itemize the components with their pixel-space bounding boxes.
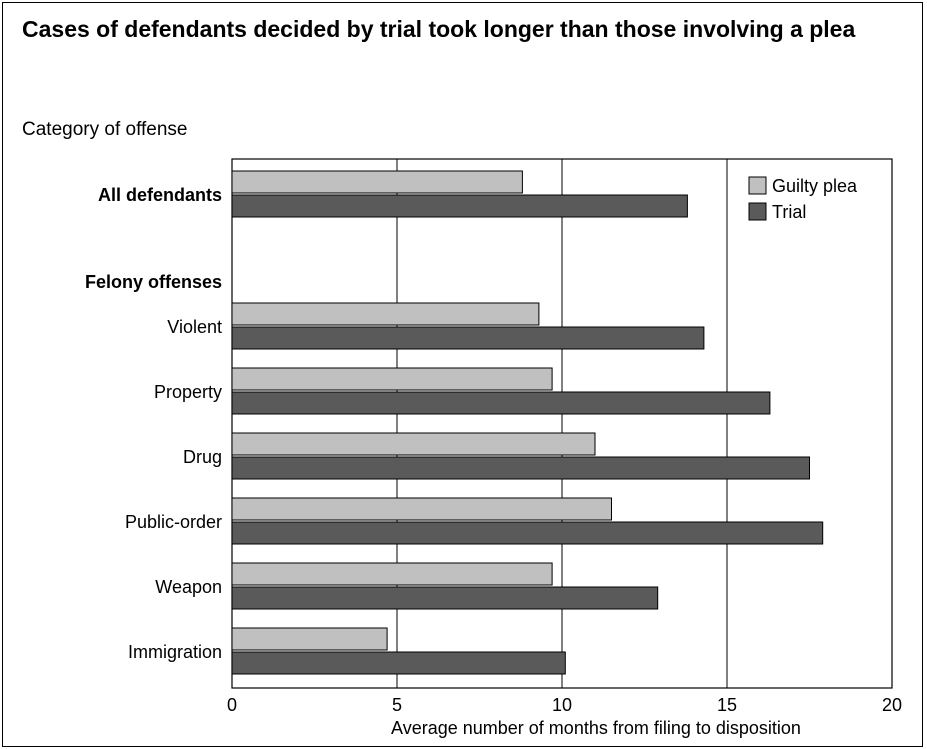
y-axis-caption: Category of offense [22, 119, 188, 140]
x-axis-ticks: 0 5 10 15 20 [227, 695, 902, 715]
bar-guilty-plea-violent [231, 302, 540, 326]
bar-trial-violent [231, 326, 705, 350]
bar-guilty-plea-immigration [231, 627, 388, 651]
x-tick-label-20: 20 [882, 695, 902, 715]
category-labels: All defendants Felony offenses Violent Prop… [85, 185, 222, 662]
bar-trial-public-order [231, 521, 824, 545]
chart-title: Cases of defendants decided by trial too… [22, 16, 856, 42]
legend-label-trial: Trial [772, 202, 806, 222]
bar-trial-property [231, 391, 771, 415]
bar-guilty-plea-drug [231, 432, 596, 456]
bar-trial-immigration [231, 651, 566, 675]
x-tick-label-10: 10 [552, 695, 572, 715]
bar-trial-all-defendants [231, 194, 688, 218]
category-label-property: Property [154, 382, 222, 402]
category-label-felony-offenses: Felony offenses [85, 272, 222, 292]
category-label-all-defendants: All defendants [98, 185, 222, 205]
legend-swatch-trial [748, 202, 767, 221]
category-label-weapon: Weapon [155, 577, 222, 597]
x-tick-label-0: 0 [227, 695, 237, 715]
legend-swatch-guilty-plea [748, 176, 767, 195]
category-label-drug: Drug [183, 447, 222, 467]
category-label-violent: Violent [167, 317, 222, 337]
category-label-immigration: Immigration [128, 642, 222, 662]
x-tick-label-15: 15 [717, 695, 737, 715]
legend: Guilty plea Trial [748, 176, 858, 222]
bar-trial-weapon [231, 586, 659, 610]
bar-guilty-plea-weapon [231, 562, 553, 586]
x-tick-label-5: 5 [392, 695, 402, 715]
bar-guilty-plea-public-order [231, 497, 612, 521]
bar-guilty-plea-property [231, 367, 553, 391]
category-label-public-order: Public-order [125, 512, 222, 532]
bar-guilty-plea-all-defendants [231, 170, 523, 194]
bar-trial-drug [231, 456, 810, 480]
legend-label-guilty-plea: Guilty plea [772, 176, 858, 196]
x-axis-label: Average number of months from filing to … [391, 718, 801, 738]
bars [231, 170, 824, 675]
